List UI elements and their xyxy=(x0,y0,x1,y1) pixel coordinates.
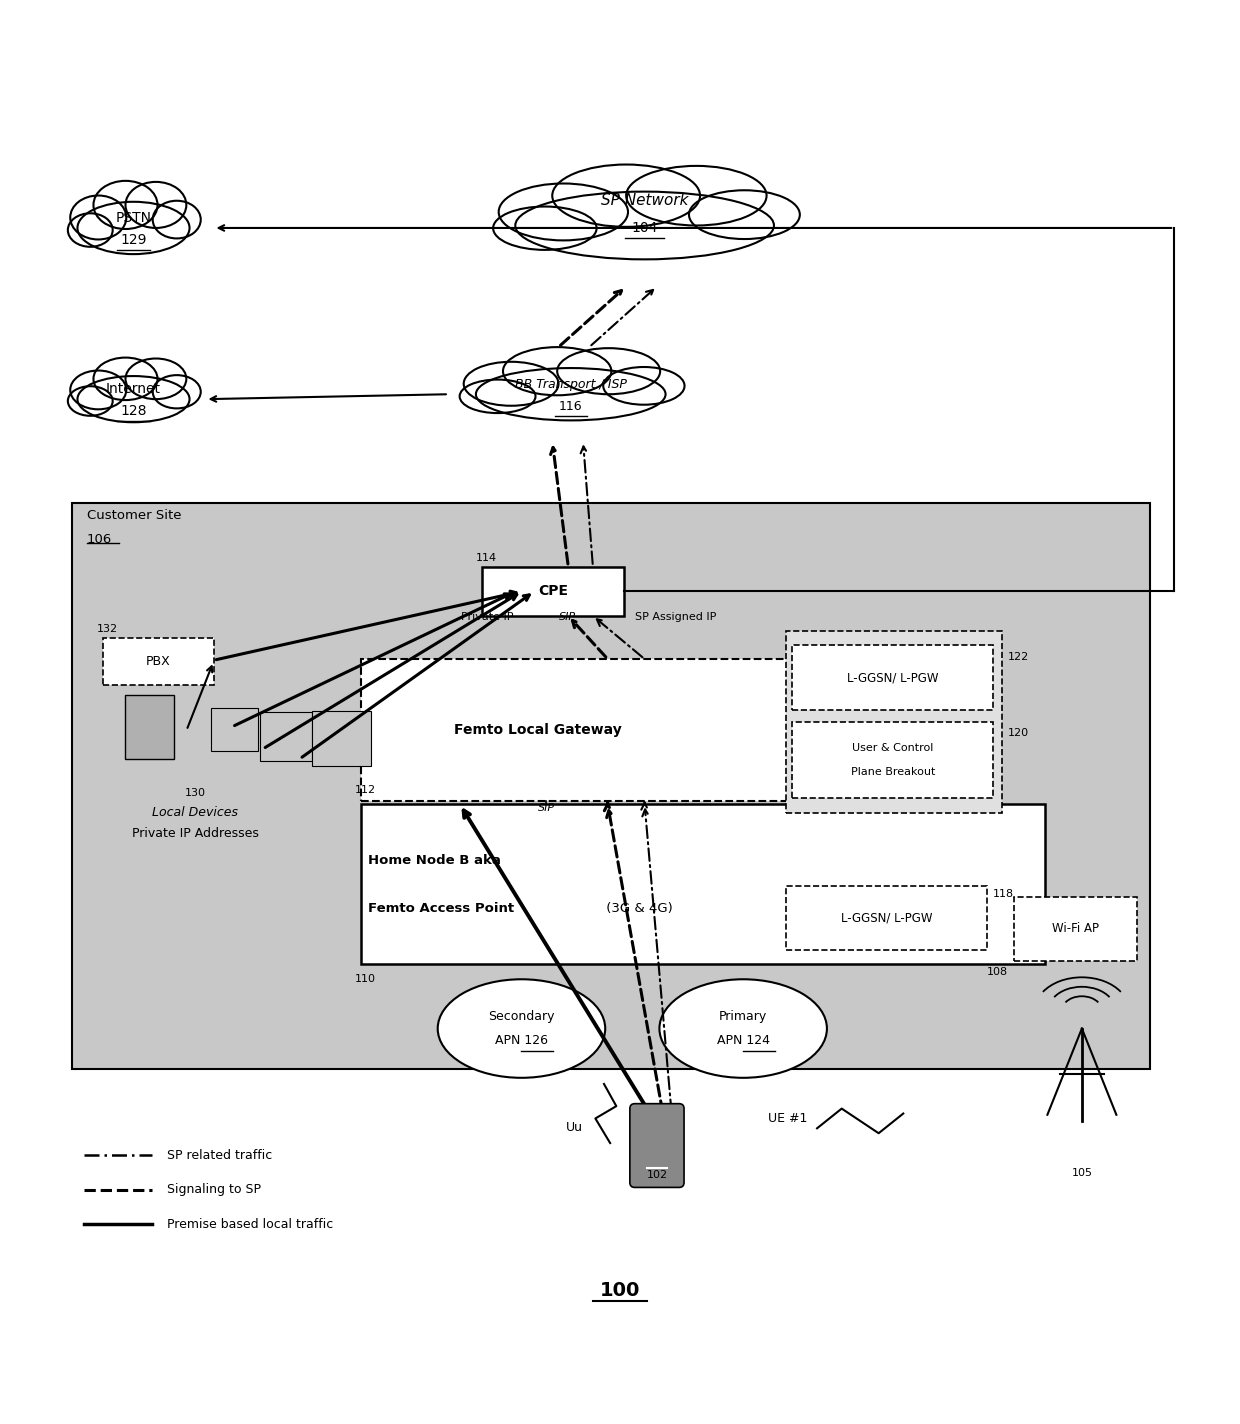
FancyBboxPatch shape xyxy=(630,1104,684,1188)
Text: Femto Local Gateway: Femto Local Gateway xyxy=(454,723,621,736)
Text: PBX: PBX xyxy=(146,655,170,668)
Ellipse shape xyxy=(660,980,827,1078)
Ellipse shape xyxy=(494,206,596,249)
Ellipse shape xyxy=(71,370,126,409)
FancyBboxPatch shape xyxy=(786,631,1002,813)
FancyBboxPatch shape xyxy=(312,711,371,766)
Ellipse shape xyxy=(77,376,190,423)
FancyBboxPatch shape xyxy=(211,708,258,752)
Text: L-GGSN/ L-PGW: L-GGSN/ L-PGW xyxy=(847,671,939,684)
Ellipse shape xyxy=(93,357,157,400)
Text: PSTN: PSTN xyxy=(115,211,151,225)
Text: Premise based local traffic: Premise based local traffic xyxy=(166,1218,334,1230)
Text: SP related traffic: SP related traffic xyxy=(166,1149,272,1162)
Ellipse shape xyxy=(464,362,558,406)
Text: Secondary: Secondary xyxy=(489,1010,554,1022)
Text: (3G & 4G): (3G & 4G) xyxy=(601,901,672,916)
Text: BB Transport / ISP: BB Transport / ISP xyxy=(515,377,626,390)
Text: Femto Access Point: Femto Access Point xyxy=(367,901,513,916)
Text: 129: 129 xyxy=(120,234,146,248)
Text: Uu: Uu xyxy=(565,1121,583,1134)
Text: L-GGSN/ L-PGW: L-GGSN/ L-PGW xyxy=(841,911,932,924)
FancyBboxPatch shape xyxy=(792,645,993,709)
FancyBboxPatch shape xyxy=(72,503,1149,1069)
Text: Private IP Addresses: Private IP Addresses xyxy=(131,826,258,840)
Text: SP Assigned IP: SP Assigned IP xyxy=(635,612,717,622)
Ellipse shape xyxy=(77,202,190,253)
Ellipse shape xyxy=(552,165,701,226)
Ellipse shape xyxy=(603,367,684,404)
Text: Private IP: Private IP xyxy=(461,612,513,622)
Text: Plane Breakout: Plane Breakout xyxy=(851,768,935,778)
Text: 106: 106 xyxy=(87,534,112,547)
Ellipse shape xyxy=(557,347,660,394)
Text: SIP: SIP xyxy=(558,612,575,622)
FancyBboxPatch shape xyxy=(792,722,993,799)
Ellipse shape xyxy=(503,347,611,396)
Ellipse shape xyxy=(438,980,605,1078)
Ellipse shape xyxy=(93,181,157,229)
Ellipse shape xyxy=(498,184,627,241)
Text: 116: 116 xyxy=(559,400,583,413)
Ellipse shape xyxy=(125,182,186,228)
Text: 104: 104 xyxy=(631,221,658,235)
FancyBboxPatch shape xyxy=(1014,897,1137,961)
FancyBboxPatch shape xyxy=(103,638,213,685)
Text: APN 126: APN 126 xyxy=(495,1034,548,1048)
Text: 120: 120 xyxy=(1008,728,1029,738)
Text: 128: 128 xyxy=(120,404,146,419)
Text: APN 124: APN 124 xyxy=(717,1034,770,1048)
Text: 130: 130 xyxy=(185,789,206,799)
Text: 122: 122 xyxy=(1008,652,1029,662)
FancyBboxPatch shape xyxy=(361,805,1045,964)
FancyBboxPatch shape xyxy=(786,886,987,950)
Ellipse shape xyxy=(71,195,126,239)
Text: 110: 110 xyxy=(355,974,376,984)
Text: SIP: SIP xyxy=(537,803,554,813)
Ellipse shape xyxy=(626,165,766,225)
Ellipse shape xyxy=(689,191,800,239)
FancyBboxPatch shape xyxy=(361,659,965,800)
FancyBboxPatch shape xyxy=(125,695,174,759)
Text: 100: 100 xyxy=(600,1282,640,1300)
Text: CPE: CPE xyxy=(538,584,568,598)
Ellipse shape xyxy=(68,386,113,416)
Text: Customer Site: Customer Site xyxy=(87,508,181,521)
Text: SP Network: SP Network xyxy=(601,194,688,208)
Text: Local Devices: Local Devices xyxy=(153,806,238,819)
Text: Internet: Internet xyxy=(105,382,161,396)
Text: User & Control: User & Control xyxy=(852,743,934,753)
Ellipse shape xyxy=(460,380,536,413)
Ellipse shape xyxy=(516,192,774,259)
Ellipse shape xyxy=(476,367,666,420)
Text: 102: 102 xyxy=(646,1171,667,1180)
Text: 112: 112 xyxy=(355,785,376,795)
Text: UE #1: UE #1 xyxy=(768,1112,807,1125)
Ellipse shape xyxy=(68,214,113,246)
Text: 118: 118 xyxy=(993,890,1014,900)
FancyBboxPatch shape xyxy=(260,712,312,762)
Ellipse shape xyxy=(125,359,186,399)
Text: 105: 105 xyxy=(1071,1168,1092,1178)
FancyBboxPatch shape xyxy=(482,567,624,617)
Text: 108: 108 xyxy=(987,967,1008,977)
Text: Primary: Primary xyxy=(719,1010,768,1022)
Text: 114: 114 xyxy=(476,553,497,562)
Ellipse shape xyxy=(153,375,201,409)
Text: Wi-Fi AP: Wi-Fi AP xyxy=(1053,923,1099,936)
Text: Home Node B aka: Home Node B aka xyxy=(367,854,501,867)
Text: Signaling to SP: Signaling to SP xyxy=(166,1183,260,1196)
Ellipse shape xyxy=(153,201,201,238)
Text: 132: 132 xyxy=(97,624,118,635)
